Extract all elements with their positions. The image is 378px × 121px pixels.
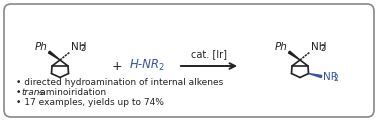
Text: NH: NH — [71, 42, 87, 52]
Text: Ph: Ph — [35, 42, 48, 52]
Text: 2: 2 — [81, 44, 85, 53]
Text: Ph: Ph — [275, 42, 288, 52]
Text: +: + — [112, 60, 122, 72]
Polygon shape — [308, 73, 322, 78]
Text: H-NR: H-NR — [130, 57, 160, 71]
Text: NR: NR — [324, 72, 338, 82]
Text: •: • — [16, 88, 24, 97]
Text: -aminoiridation: -aminoiridation — [38, 88, 107, 97]
Text: cat. [Ir]: cat. [Ir] — [191, 49, 227, 59]
Text: • directed hydroamination of internal alkenes: • directed hydroamination of internal al… — [16, 78, 223, 87]
FancyBboxPatch shape — [4, 4, 374, 117]
Text: 2: 2 — [158, 63, 163, 72]
Polygon shape — [48, 51, 60, 60]
Text: NH: NH — [311, 42, 327, 52]
Text: trans: trans — [21, 88, 44, 97]
Polygon shape — [288, 51, 300, 60]
Text: 2: 2 — [333, 74, 338, 83]
Text: 2: 2 — [321, 44, 325, 53]
Text: • 17 examples, yields up to 74%: • 17 examples, yields up to 74% — [16, 98, 164, 107]
